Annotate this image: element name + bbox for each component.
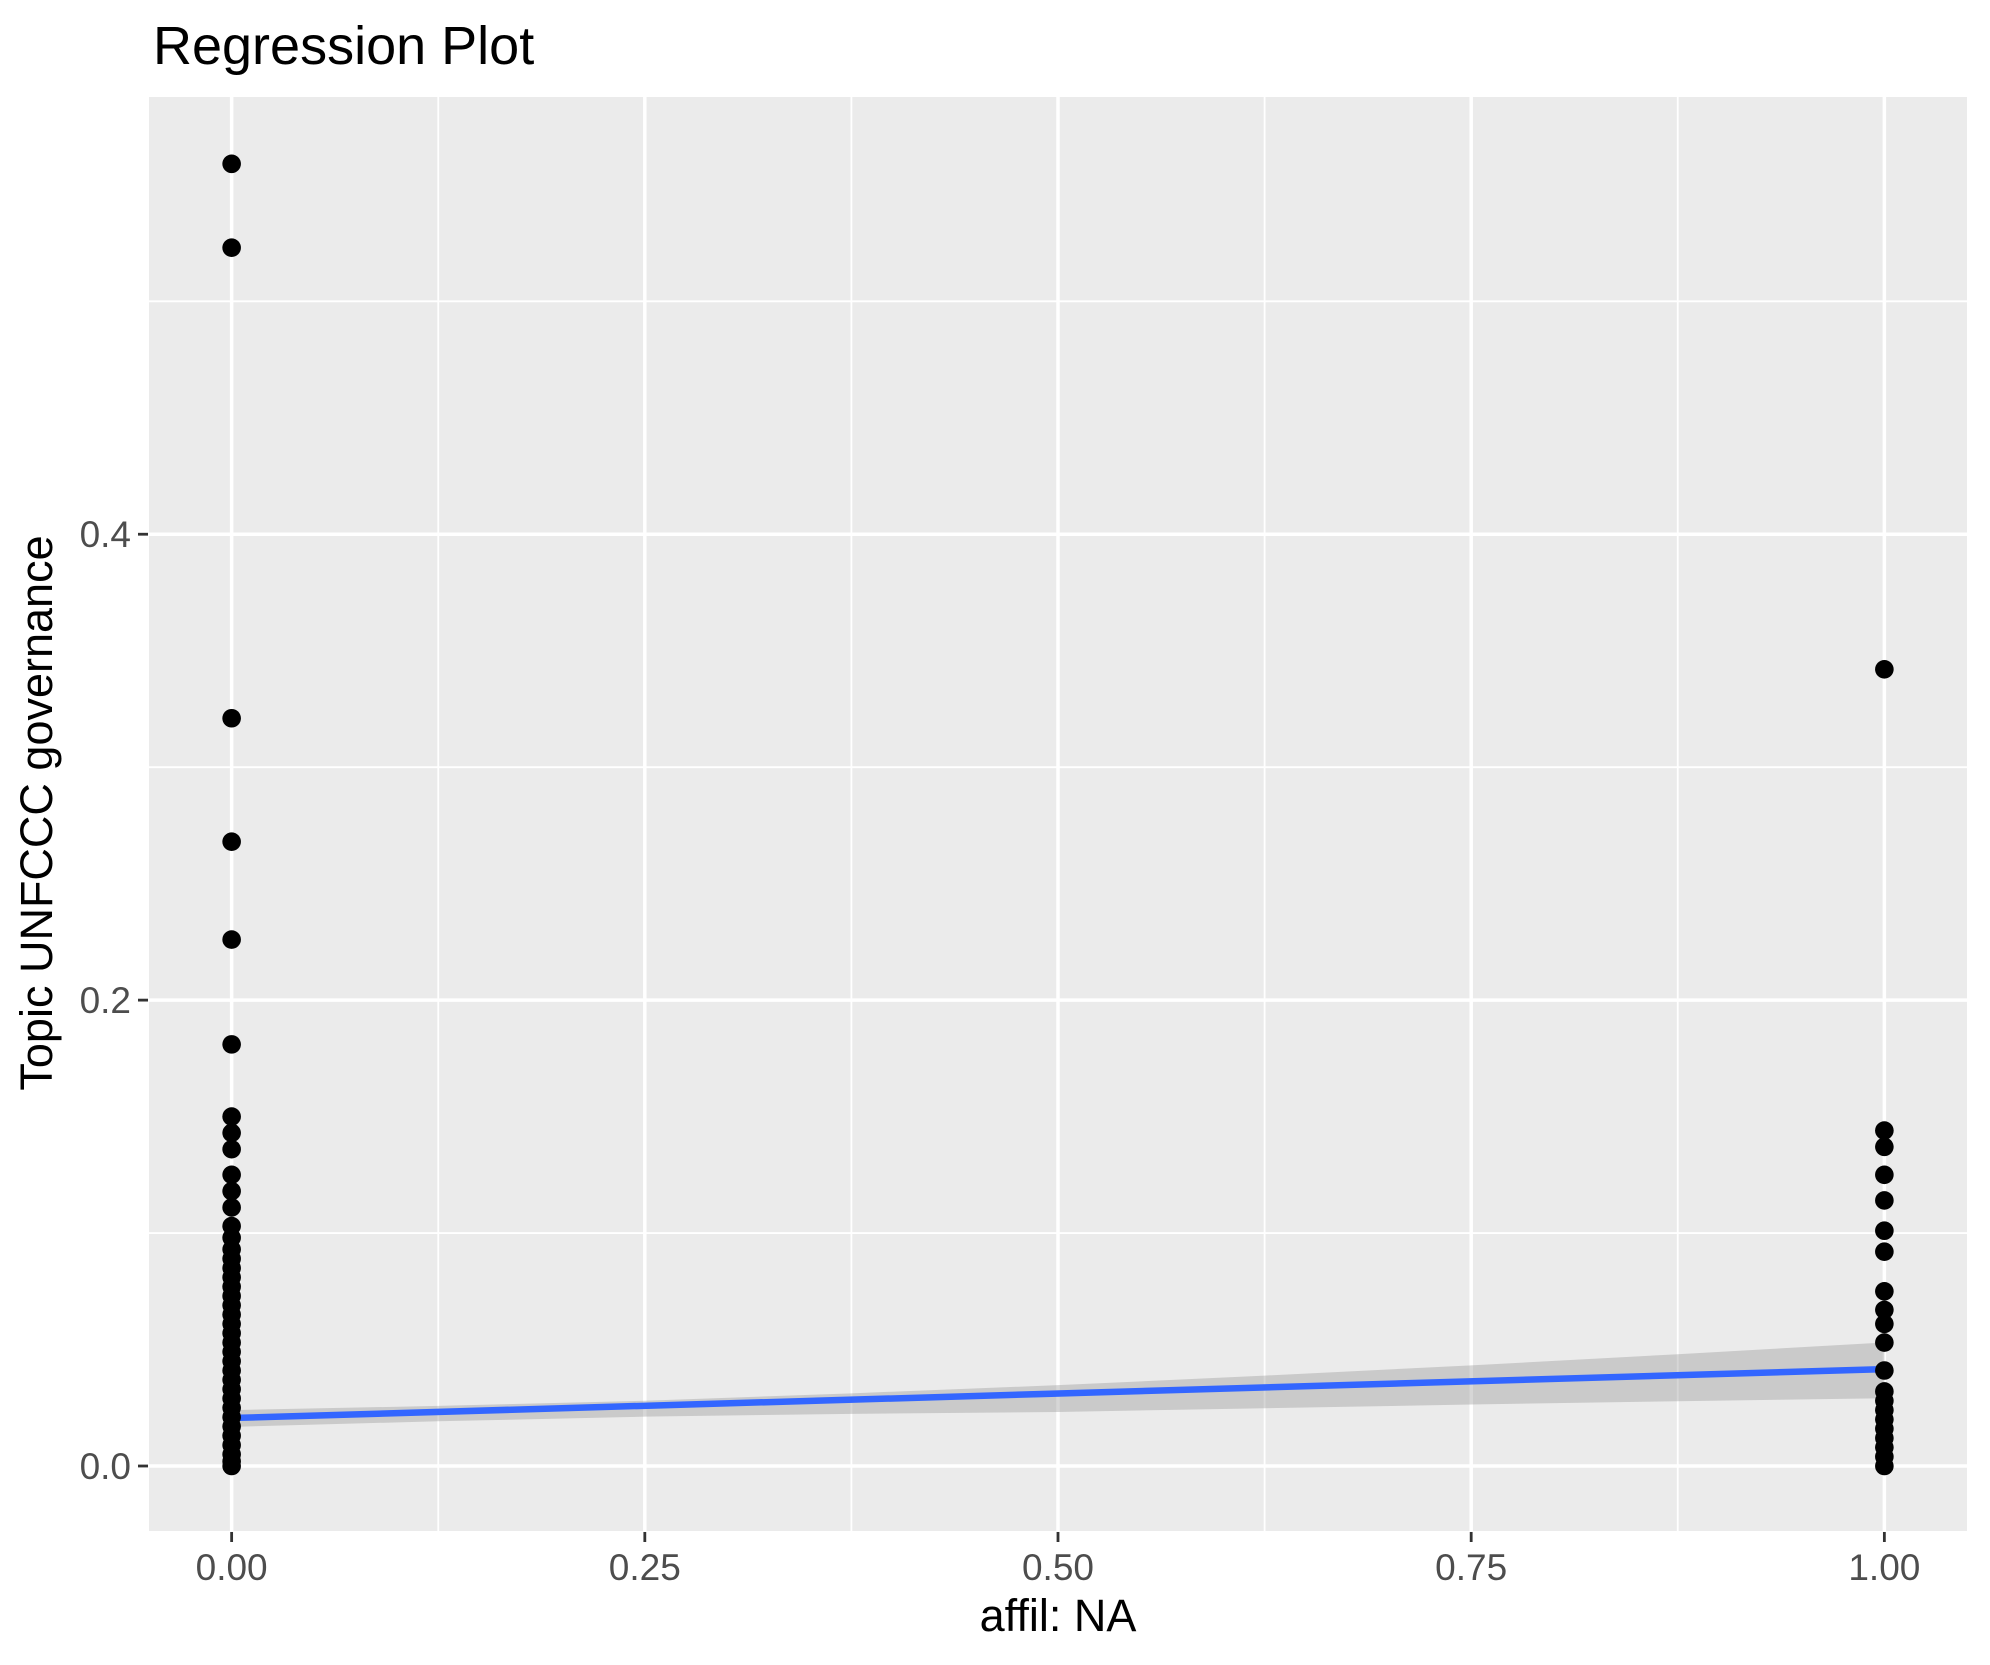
data-point — [222, 930, 241, 949]
data-point — [222, 1123, 241, 1143]
data-point — [1875, 1121, 1894, 1140]
data-point — [222, 238, 241, 258]
x-tick-label: 0.25 — [609, 1547, 681, 1588]
y-tick-label: 0.4 — [80, 514, 131, 555]
data-point — [1875, 1242, 1894, 1262]
data-point — [1875, 1137, 1894, 1157]
data-point — [1875, 1300, 1894, 1320]
x-tick-label: 0.00 — [196, 1547, 268, 1588]
y-axis-title: Topic UNFCCC governance — [11, 535, 62, 1090]
data-point — [1875, 1191, 1894, 1210]
chart-layer — [149, 97, 1967, 1531]
data-point — [1875, 1282, 1894, 1301]
y-tick-label: 0.0 — [80, 1446, 131, 1487]
x-axis-title: affil: NA — [980, 1590, 1137, 1641]
data-point — [222, 1035, 241, 1054]
data-point — [222, 1139, 241, 1159]
data-point — [222, 1107, 241, 1126]
data-point — [222, 832, 241, 852]
data-point — [1875, 1314, 1894, 1334]
x-tick-label: 0.75 — [1435, 1547, 1507, 1588]
x-tick-label: 0.50 — [1022, 1547, 1094, 1588]
data-point — [1875, 1333, 1894, 1352]
data-point — [222, 1456, 241, 1476]
data-point — [222, 1181, 241, 1201]
data-point — [222, 708, 241, 728]
y-tick-label: 0.2 — [80, 980, 131, 1021]
plot-title: Regression Plot — [153, 16, 534, 76]
data-point — [1875, 1456, 1894, 1476]
data-point — [1875, 1361, 1894, 1380]
tick-label-layer: 0.00 0.25 0.50 0.75 1.00 0.0 0.2 0.4 — [80, 514, 1921, 1588]
data-point — [1875, 660, 1894, 679]
x-tick-label: 1.00 — [1848, 1547, 1920, 1588]
regression-line — [231, 1365, 1885, 1422]
data-point — [222, 1198, 241, 1217]
data-point — [1875, 1221, 1894, 1241]
data-point — [222, 1165, 241, 1185]
data-point — [1875, 1165, 1894, 1185]
data-point — [222, 154, 241, 174]
